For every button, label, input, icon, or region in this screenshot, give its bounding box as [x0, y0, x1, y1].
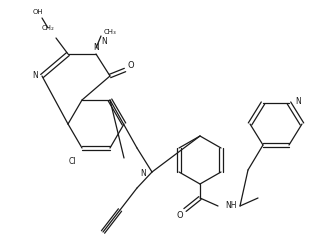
Text: N: N — [32, 72, 38, 80]
Text: O: O — [177, 212, 183, 220]
Text: CH₃: CH₃ — [104, 29, 117, 35]
Text: NH: NH — [225, 201, 236, 211]
Text: N: N — [295, 96, 301, 106]
Text: O: O — [128, 61, 134, 70]
Text: N: N — [93, 44, 99, 52]
Text: CH₂: CH₂ — [42, 25, 54, 31]
Text: N: N — [101, 37, 107, 46]
Text: Cl: Cl — [68, 157, 76, 167]
Text: OH: OH — [33, 9, 43, 15]
Text: N: N — [140, 169, 146, 179]
